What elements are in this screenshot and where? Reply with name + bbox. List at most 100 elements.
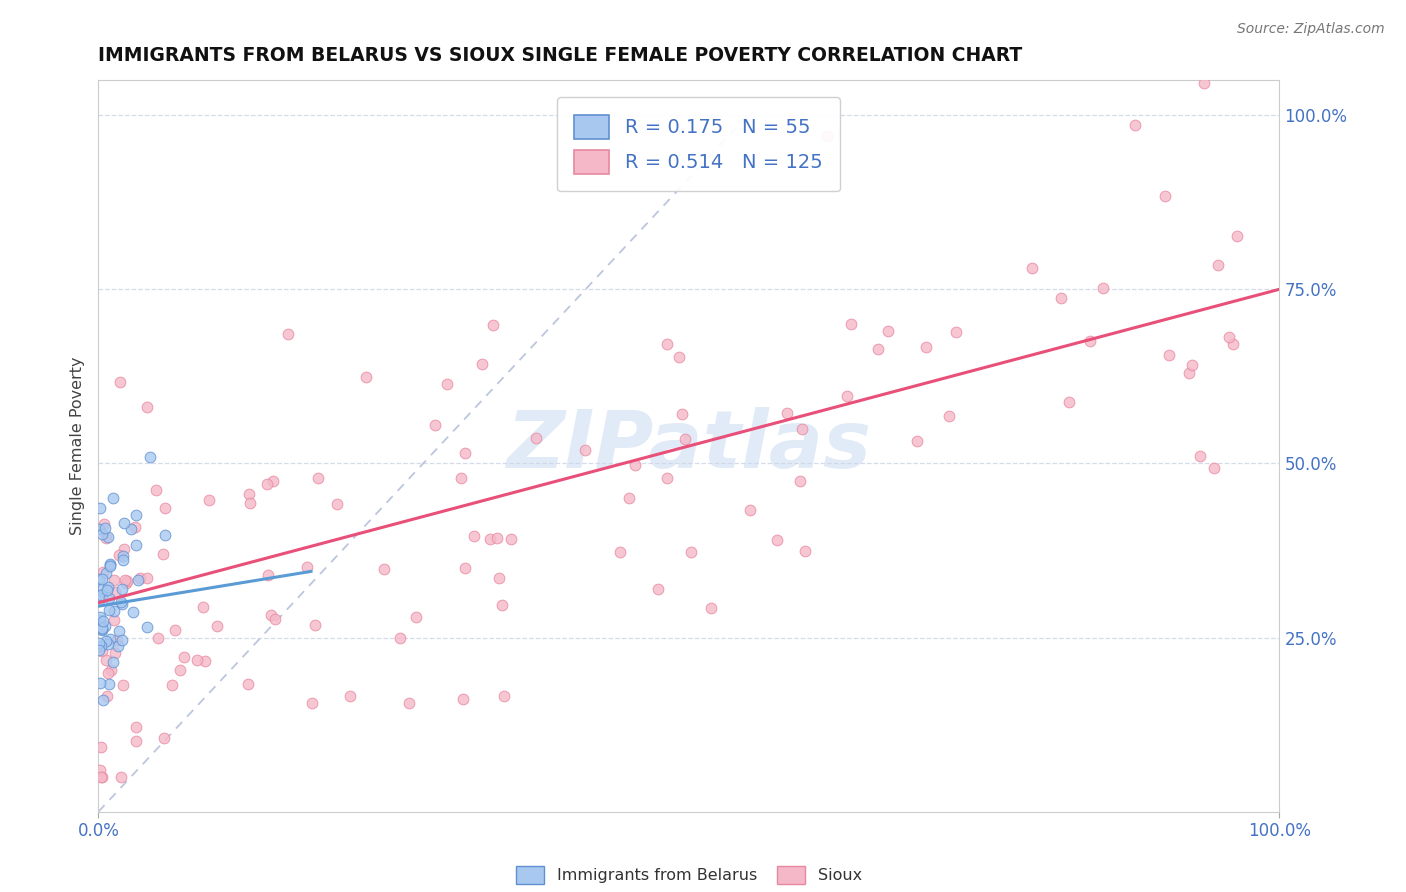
Point <box>153 501 176 516</box>
Point <box>373 562 395 576</box>
Point <box>792 421 814 435</box>
Point <box>145 483 167 498</box>
Point <box>103 573 125 587</box>
Point <box>98 603 121 617</box>
Point <box>276 326 298 341</box>
Point <box>915 340 938 354</box>
Point <box>668 350 690 364</box>
Point <box>90 640 112 654</box>
Point <box>91 692 114 706</box>
Point <box>671 408 693 422</box>
Point <box>657 337 679 351</box>
Point <box>97 580 120 594</box>
Point <box>93 516 115 531</box>
Point <box>1091 281 1114 295</box>
Point <box>876 324 898 338</box>
Point <box>114 573 136 587</box>
Point <box>169 663 191 677</box>
Y-axis label: Single Female Poverty: Single Female Poverty <box>69 357 84 535</box>
Point <box>501 532 523 546</box>
Point <box>624 458 647 472</box>
Point <box>96 653 118 667</box>
Point <box>205 618 228 632</box>
Point <box>89 613 111 627</box>
Point <box>97 637 120 651</box>
Point <box>107 639 129 653</box>
Point <box>1078 334 1101 348</box>
Point <box>1021 261 1043 276</box>
Point <box>94 531 117 545</box>
Point <box>111 597 134 611</box>
Point <box>90 588 112 602</box>
Point <box>115 576 138 591</box>
Point <box>835 388 858 402</box>
Point <box>108 624 131 638</box>
Point <box>87 523 110 537</box>
Point <box>90 572 112 586</box>
Point <box>491 599 513 613</box>
Point <box>354 370 377 384</box>
Point <box>97 530 120 544</box>
Text: ZIPatlas: ZIPatlas <box>506 407 872 485</box>
Point <box>574 442 596 457</box>
Point <box>1222 337 1244 351</box>
Point <box>136 401 159 415</box>
Point <box>89 763 111 777</box>
Point <box>454 560 477 574</box>
Point <box>112 516 135 530</box>
Point <box>388 631 411 645</box>
Point <box>91 527 114 541</box>
Point <box>96 666 118 681</box>
Point <box>125 537 148 551</box>
Point <box>454 446 477 460</box>
Point <box>125 720 148 734</box>
Point <box>98 591 121 606</box>
Point <box>765 533 787 548</box>
Point <box>868 343 890 357</box>
Point <box>700 600 723 615</box>
Point <box>1180 359 1202 373</box>
Point <box>101 655 124 669</box>
Point <box>405 610 427 624</box>
Point <box>91 623 114 637</box>
Point <box>91 565 114 579</box>
Point <box>139 450 162 465</box>
Point <box>256 477 278 491</box>
Point <box>301 696 323 710</box>
Point <box>94 619 117 633</box>
Point <box>165 624 187 638</box>
Point <box>257 567 280 582</box>
Point <box>1159 348 1181 362</box>
Point <box>197 493 219 508</box>
Point <box>120 523 142 537</box>
Point <box>815 128 838 143</box>
Point <box>524 431 547 445</box>
Point <box>1125 118 1147 132</box>
Point <box>264 612 287 626</box>
Point <box>100 663 122 677</box>
Point <box>262 474 284 488</box>
Point <box>89 610 111 624</box>
Point <box>436 377 458 392</box>
Point <box>136 620 159 634</box>
Point <box>160 678 183 692</box>
Point <box>124 733 146 747</box>
Point <box>94 566 117 580</box>
Point <box>104 585 127 599</box>
Point <box>1178 366 1201 380</box>
Point <box>98 558 121 573</box>
Point <box>1226 229 1249 244</box>
Point <box>488 571 510 585</box>
Point <box>104 646 127 660</box>
Point <box>1218 330 1240 344</box>
Point <box>90 770 112 784</box>
Point <box>905 434 928 448</box>
Point <box>87 572 110 586</box>
Point <box>153 731 176 745</box>
Point <box>1189 450 1212 464</box>
Point <box>90 740 112 755</box>
Point <box>239 495 262 509</box>
Point <box>110 770 132 784</box>
Point <box>87 635 110 649</box>
Point <box>1057 394 1080 409</box>
